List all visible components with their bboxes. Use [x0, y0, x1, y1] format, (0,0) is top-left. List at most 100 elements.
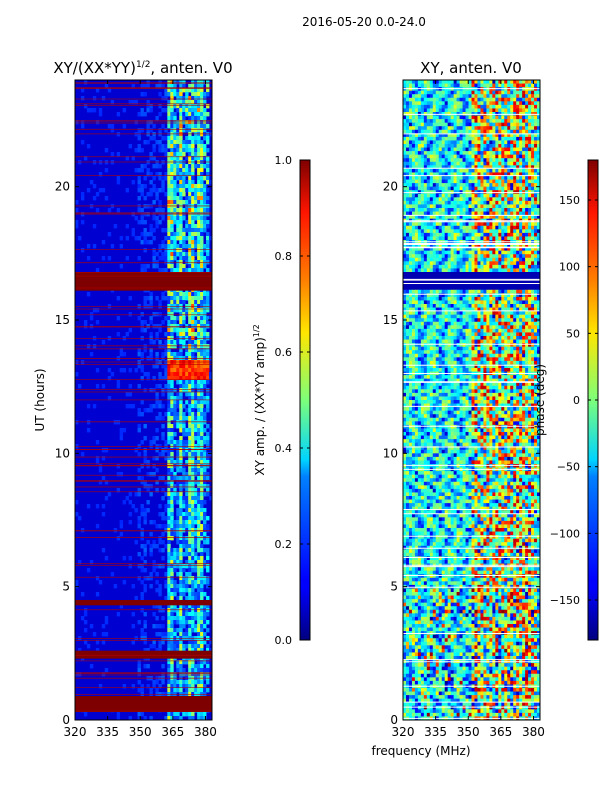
heatmap-cell: [179, 244, 183, 249]
heatmap-cell: [203, 396, 207, 401]
heatmap-cell: [176, 80, 180, 85]
heatmap-cell: [194, 376, 198, 381]
heatmap-cell: [438, 179, 443, 184]
heatmap-cell: [423, 161, 428, 166]
heatmap-cell: [191, 164, 195, 169]
heatmap-cell: [161, 352, 165, 357]
heatmap-cell: [197, 180, 201, 185]
heatmap-cell: [403, 154, 407, 159]
heatmap-cell: [80, 248, 85, 253]
heatmap-cell: [492, 168, 496, 173]
heatmap-cell: [498, 168, 502, 173]
heatmap-cell: [405, 147, 410, 152]
heatmap-cell: [188, 648, 192, 653]
heatmap-cell: [450, 147, 455, 152]
heatmap-cell: [426, 108, 431, 113]
heatmap-cell: [459, 158, 463, 163]
heatmap-cell: [188, 208, 192, 213]
heatmap-cell: [191, 496, 195, 501]
heatmap-cell: [408, 204, 413, 209]
heatmap-cell: [203, 616, 207, 621]
heatmap-cell: [95, 192, 100, 197]
heatmap-cell: [513, 101, 517, 106]
heatmap-cell: [432, 90, 437, 95]
heatmap-cell: [167, 260, 171, 265]
heatmap-cell: [403, 115, 407, 120]
heatmap-cell: [504, 200, 508, 205]
heatmap-cell: [191, 408, 195, 413]
heatmap-cell: [444, 165, 449, 170]
heatmap-cell: [200, 384, 204, 389]
heatmap-cell: [179, 540, 183, 545]
heatmap-cell: [179, 504, 183, 509]
heatmap-cell: [179, 552, 183, 557]
heatmap-cell: [176, 316, 180, 321]
heatmap-cell: [534, 200, 538, 205]
heatmap-cell: [155, 400, 159, 405]
heatmap-cell: [203, 640, 207, 645]
heatmap-cell: [176, 88, 180, 93]
heatmap-cell: [489, 115, 493, 120]
heatmap-cell: [200, 476, 204, 481]
heatmap-cell: [197, 616, 201, 621]
heatmap-cell: [417, 183, 422, 188]
heatmap-cell: [197, 556, 201, 561]
heatmap-cell: [516, 154, 520, 159]
heatmap-cell: [194, 244, 198, 249]
heatmap-cell: [179, 476, 183, 481]
heatmap-cell: [504, 168, 508, 173]
heatmap-cell: [456, 215, 460, 220]
heatmap-cell: [152, 252, 156, 257]
heatmap-cell: [435, 168, 440, 173]
heatmap-cell: [107, 304, 112, 309]
heatmap-cell: [486, 94, 490, 99]
heatmap-cell: [516, 97, 520, 102]
heatmap-cell: [408, 168, 413, 173]
heatmap-cell: [492, 101, 496, 106]
heatmap-cell: [185, 560, 189, 565]
heatmap-cell: [441, 183, 446, 188]
heatmap-cell: [194, 224, 198, 229]
heatmap-cell: [417, 200, 422, 205]
heatmap-cell: [477, 225, 481, 230]
heatmap-cell: [197, 320, 201, 325]
heatmap-cell: [167, 504, 171, 509]
heatmap-cell: [206, 672, 210, 677]
heatmap-cell: [176, 332, 180, 337]
heatmap-cell: [489, 186, 493, 191]
heatmap-cell: [465, 197, 469, 202]
heatmap-cell: [468, 179, 472, 184]
heatmap-cell: [200, 548, 204, 553]
heatmap-cell: [420, 97, 425, 102]
heatmap-cell: [534, 215, 538, 220]
heatmap-cell: [188, 140, 192, 145]
heatmap-cell: [188, 440, 192, 445]
heatmap-cell: [405, 126, 410, 131]
heatmap-cell: [176, 324, 180, 329]
heatmap-cell: [531, 179, 535, 184]
heatmap-cell: [444, 197, 449, 202]
heatmap-cell: [149, 544, 153, 549]
heatmap-cell: [453, 104, 458, 109]
heatmap-cell: [423, 119, 428, 124]
heatmap-cell: [194, 616, 198, 621]
heatmap-cell: [492, 229, 496, 234]
heatmap-cell: [170, 440, 174, 445]
heatmap-cell: [525, 165, 529, 170]
heatmap-cell: [188, 400, 192, 405]
heatmap-cell: [173, 220, 177, 225]
heatmap-cell: [408, 179, 413, 184]
heatmap-cell: [155, 392, 159, 397]
heatmap-cell: [405, 129, 410, 134]
heatmap-cell: [188, 304, 192, 309]
heatmap-cell: [140, 596, 144, 601]
heatmap-cell: [426, 229, 431, 234]
heatmap-cell: [179, 536, 183, 541]
heatmap-cell: [158, 220, 162, 225]
heatmap-cell: [194, 236, 198, 241]
heatmap-cell: [194, 260, 198, 265]
heatmap-cell: [98, 108, 103, 113]
heatmap-cell: [167, 688, 171, 693]
heatmap-cell: [456, 83, 460, 88]
heatmap-cell: [167, 564, 171, 569]
